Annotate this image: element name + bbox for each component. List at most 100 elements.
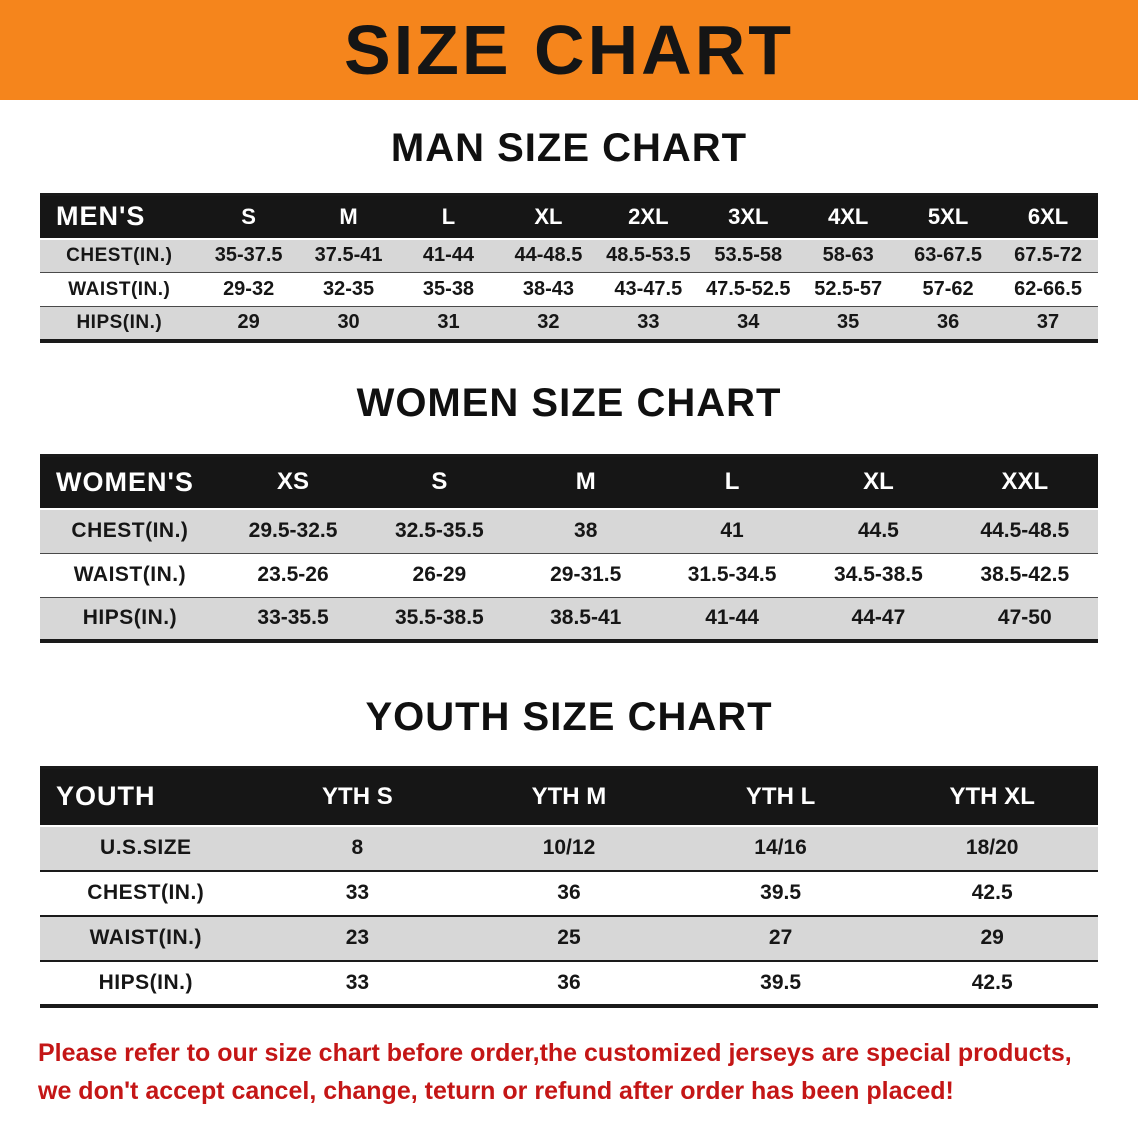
table-row: WAIST(IN.) 23.5-26 26-29 29-31.5 31.5-34… — [40, 553, 1098, 598]
size-cell: 35.5-38.5 — [366, 597, 513, 642]
size-cell: 52.5-57 — [798, 272, 899, 307]
column-header: YTH M — [463, 767, 675, 827]
size-cell: 42.5 — [886, 870, 1098, 917]
size-cell: 36 — [463, 870, 675, 917]
size-cell: 42.5 — [886, 960, 1098, 1007]
size-cell: 35 — [798, 306, 899, 341]
youth-size-table: YOUTH YTH S YTH M YTH L YTH XL U.S.SIZE … — [40, 766, 1098, 1008]
disclaimer-line-2: we don't accept cancel, change, teturn o… — [38, 1077, 954, 1106]
women-header-row: WOMEN'S XS S M L XL XXL — [40, 455, 1098, 510]
size-cell: 32 — [498, 306, 599, 341]
size-cell: 33 — [251, 960, 464, 1007]
size-cell: 58-63 — [798, 238, 899, 273]
size-cell: 18/20 — [886, 825, 1098, 872]
size-cell: 41-44 — [658, 597, 806, 642]
page-title: SIZE CHART — [344, 11, 794, 89]
size-cell: 38-43 — [498, 272, 599, 307]
row-label: HIPS(IN.) — [40, 597, 220, 642]
size-cell: 38.5-41 — [512, 597, 659, 642]
size-cell: 37.5-41 — [298, 238, 399, 273]
size-cell: 53.5-58 — [698, 238, 799, 273]
column-header: M — [512, 455, 659, 510]
size-cell: 33-35.5 — [219, 597, 367, 642]
column-header: XL — [805, 455, 952, 510]
size-cell: 34 — [698, 306, 799, 341]
size-cell: 39.5 — [674, 960, 887, 1007]
table-row: WAIST(IN.) 23 25 27 29 — [40, 915, 1098, 962]
women-size-table: WOMEN'S XS S M L XL XXL CHEST(IN.) 29.5-… — [40, 453, 1098, 643]
size-cell: 47.5-52.5 — [698, 272, 799, 307]
size-cell: 25 — [463, 915, 675, 962]
column-header: YTH S — [251, 767, 464, 827]
column-header: XXL — [951, 455, 1098, 510]
size-cell: 31 — [398, 306, 499, 341]
youth-table-corner-label: YOUTH — [40, 767, 252, 827]
size-cell: 38 — [512, 509, 659, 554]
table-row: HIPS(IN.) 29 30 31 32 33 34 35 36 37 — [40, 306, 1098, 341]
size-cell: 33 — [251, 870, 464, 917]
row-label: U.S.SIZE — [40, 825, 252, 872]
size-cell: 39.5 — [674, 870, 887, 917]
column-header: 4XL — [798, 194, 899, 240]
size-cell: 35-37.5 — [198, 238, 299, 273]
women-size-section: WOMEN SIZE CHART WOMEN'S XS S M L XL XXL… — [0, 380, 1138, 643]
size-cell: 34.5-38.5 — [805, 553, 952, 598]
size-cell: 10/12 — [463, 825, 675, 872]
size-cell: 14/16 — [674, 825, 887, 872]
row-label: CHEST(IN.) — [40, 509, 220, 554]
size-cell: 29-31.5 — [512, 553, 659, 598]
column-header: YTH L — [674, 767, 887, 827]
row-label: HIPS(IN.) — [40, 306, 199, 341]
size-cell: 23 — [251, 915, 464, 962]
row-label: CHEST(IN.) — [40, 870, 252, 917]
size-cell: 32.5-35.5 — [366, 509, 513, 554]
men-header-row: MEN'S S M L XL 2XL 3XL 4XL 5XL 6XL — [40, 194, 1098, 240]
row-label: HIPS(IN.) — [40, 960, 252, 1007]
table-row: CHEST(IN.) 29.5-32.5 32.5-35.5 38 41 44.… — [40, 509, 1098, 554]
size-cell: 44-47 — [805, 597, 952, 642]
disclaimer-note: Please refer to our size chart before or… — [38, 1034, 1100, 1112]
size-cell: 31.5-34.5 — [658, 553, 806, 598]
disclaimer-line-1: Please refer to our size chart before or… — [38, 1038, 1072, 1067]
youth-section-heading: YOUTH SIZE CHART — [365, 695, 773, 739]
size-cell: 32-35 — [298, 272, 399, 307]
table-row: WAIST(IN.) 29-32 32-35 35-38 38-43 43-47… — [40, 272, 1098, 307]
column-header: YTH XL — [886, 767, 1098, 827]
size-cell: 23.5-26 — [219, 553, 367, 598]
size-cell: 38.5-42.5 — [951, 553, 1098, 598]
youth-header-row: YOUTH YTH S YTH M YTH L YTH XL — [40, 767, 1098, 827]
size-cell: 29-32 — [198, 272, 299, 307]
table-row: CHEST(IN.) 35-37.5 37.5-41 41-44 44-48.5… — [40, 238, 1098, 273]
size-cell: 63-67.5 — [898, 238, 999, 273]
women-section-heading: WOMEN SIZE CHART — [356, 380, 782, 425]
size-cell: 43-47.5 — [598, 272, 699, 307]
row-label: WAIST(IN.) — [40, 553, 220, 598]
size-cell: 44.5 — [805, 509, 952, 554]
men-table-corner-label: MEN'S — [40, 194, 199, 240]
size-cell: 36 — [898, 306, 999, 341]
size-cell: 44.5-48.5 — [951, 509, 1098, 554]
youth-size-section: YOUTH SIZE CHART YOUTH YTH S YTH M YTH L… — [0, 695, 1138, 1008]
column-header: S — [366, 455, 513, 510]
column-header: S — [198, 194, 299, 240]
column-header: 6XL — [998, 194, 1098, 240]
size-cell: 41-44 — [398, 238, 499, 273]
size-cell: 41 — [658, 509, 806, 554]
column-header: 3XL — [698, 194, 799, 240]
size-cell: 8 — [251, 825, 464, 872]
row-label: CHEST(IN.) — [40, 238, 199, 273]
table-row: HIPS(IN.) 33 36 39.5 42.5 — [40, 960, 1098, 1007]
size-cell: 33 — [598, 306, 699, 341]
size-cell: 37 — [998, 306, 1098, 341]
size-cell: 30 — [298, 306, 399, 341]
men-size-table: MEN'S S M L XL 2XL 3XL 4XL 5XL 6XL CHEST… — [40, 193, 1098, 343]
size-cell: 26-29 — [366, 553, 513, 598]
column-header: L — [658, 455, 806, 510]
column-header: 5XL — [898, 194, 999, 240]
size-cell: 35-38 — [398, 272, 499, 307]
size-cell: 29.5-32.5 — [219, 509, 367, 554]
size-cell: 48.5-53.5 — [598, 238, 699, 273]
column-header: XL — [498, 194, 599, 240]
size-cell: 44-48.5 — [498, 238, 599, 273]
row-label: WAIST(IN.) — [40, 915, 252, 962]
